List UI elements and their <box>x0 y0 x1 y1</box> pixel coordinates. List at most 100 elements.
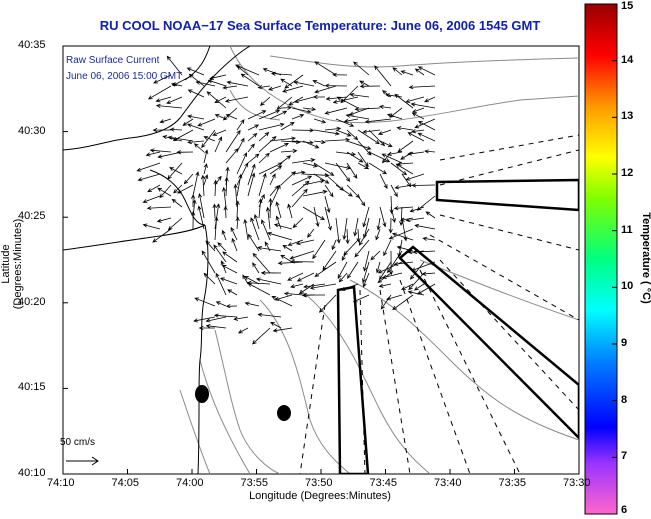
current-vector <box>345 228 350 245</box>
current-vector <box>291 128 315 133</box>
current-vector <box>276 96 293 110</box>
current-vector <box>364 118 392 124</box>
current-vector <box>214 136 223 153</box>
current-vector <box>313 129 340 136</box>
current-vector <box>377 129 392 136</box>
current-vector <box>205 324 227 329</box>
current-vector <box>192 171 200 197</box>
current-vector <box>203 174 209 186</box>
current-vector <box>414 118 436 129</box>
current-vector <box>247 124 260 131</box>
current-vector <box>362 272 370 288</box>
current-vector <box>255 277 282 285</box>
current-vector <box>259 96 271 107</box>
current-vector <box>401 283 414 290</box>
current-vector <box>260 270 282 275</box>
current-vector <box>197 118 216 127</box>
current-vector <box>282 244 293 252</box>
current-vector <box>386 151 403 156</box>
current-vector <box>222 85 238 90</box>
current-vector <box>417 132 436 142</box>
current-vector <box>307 228 315 238</box>
current-vector <box>214 175 222 186</box>
y-tick-label: 40:10 <box>18 467 46 479</box>
current-vector <box>379 173 388 190</box>
current-vector <box>345 113 370 120</box>
current-vector <box>332 96 359 104</box>
current-vector <box>273 223 293 230</box>
current-vector <box>159 184 172 199</box>
current-vector <box>235 200 240 219</box>
current-vector <box>258 136 277 153</box>
current-vector <box>224 96 249 103</box>
current-vector <box>322 250 337 271</box>
current-vector <box>349 92 370 98</box>
current-vector <box>340 283 359 291</box>
current-vector <box>169 167 183 175</box>
current-vector <box>280 139 301 145</box>
current-vector <box>291 113 305 120</box>
current-vector <box>268 85 282 91</box>
current-vector <box>221 265 238 274</box>
current-vector <box>324 107 348 115</box>
current-vector <box>312 94 326 100</box>
current-vector <box>381 90 392 98</box>
current-vector <box>290 259 315 264</box>
current-vector <box>353 61 370 76</box>
current-vector <box>411 129 425 134</box>
x-axis-ticks <box>62 469 580 474</box>
current-vector <box>290 283 304 289</box>
current-vector <box>356 228 361 243</box>
current-vector <box>396 245 414 252</box>
current-vector <box>247 163 256 186</box>
current-vector <box>223 205 228 219</box>
current-vector <box>302 292 326 298</box>
colorbar-tick-label: 14 <box>621 53 634 66</box>
current-vector <box>224 176 229 197</box>
current-vector <box>425 211 436 219</box>
current-vector <box>336 96 359 109</box>
current-vector <box>212 203 217 219</box>
current-vector <box>257 245 282 252</box>
current-vector <box>247 282 271 296</box>
colorbar-tick-label: 12 <box>621 167 634 179</box>
current-vector <box>400 151 414 160</box>
current-vector <box>261 219 271 241</box>
current-vector <box>152 127 172 133</box>
current-vector <box>183 173 194 185</box>
current-vector <box>214 216 219 241</box>
current-vector <box>314 261 337 277</box>
current-vector <box>200 174 206 197</box>
current-vector <box>272 327 293 333</box>
y-axis-label: Latitude (Degrees:Minutes) <box>0 218 24 310</box>
current-vector <box>411 261 436 272</box>
current-vector <box>397 239 403 258</box>
current-vector <box>188 73 205 87</box>
current-vector <box>411 183 436 188</box>
current-vector <box>346 129 359 141</box>
current-vector <box>236 137 245 153</box>
current-vector <box>346 140 372 150</box>
current-vector <box>277 261 304 266</box>
current-vector <box>394 184 414 190</box>
current-vector <box>291 175 313 186</box>
current-vector <box>177 184 194 194</box>
current-vector <box>182 118 194 126</box>
current-vector <box>270 321 282 329</box>
colorbar-tick-label: 6 <box>621 504 628 516</box>
scale-label: 50 cm/s <box>60 437 96 448</box>
current-vector <box>247 172 256 197</box>
current-vector <box>324 83 348 88</box>
map-title: RU COOL NOAA−17 Sea Surface Temperature:… <box>99 18 541 33</box>
current-vector <box>312 239 326 260</box>
current-vector <box>252 262 260 274</box>
current-vector <box>407 290 425 296</box>
current-vector <box>357 129 380 145</box>
current-vector <box>287 272 304 281</box>
coastline <box>63 46 251 474</box>
station-marker <box>277 405 291 421</box>
current-vector <box>258 198 263 219</box>
current-vector <box>193 316 216 323</box>
current-vector <box>412 249 436 255</box>
current-vector <box>213 313 238 318</box>
